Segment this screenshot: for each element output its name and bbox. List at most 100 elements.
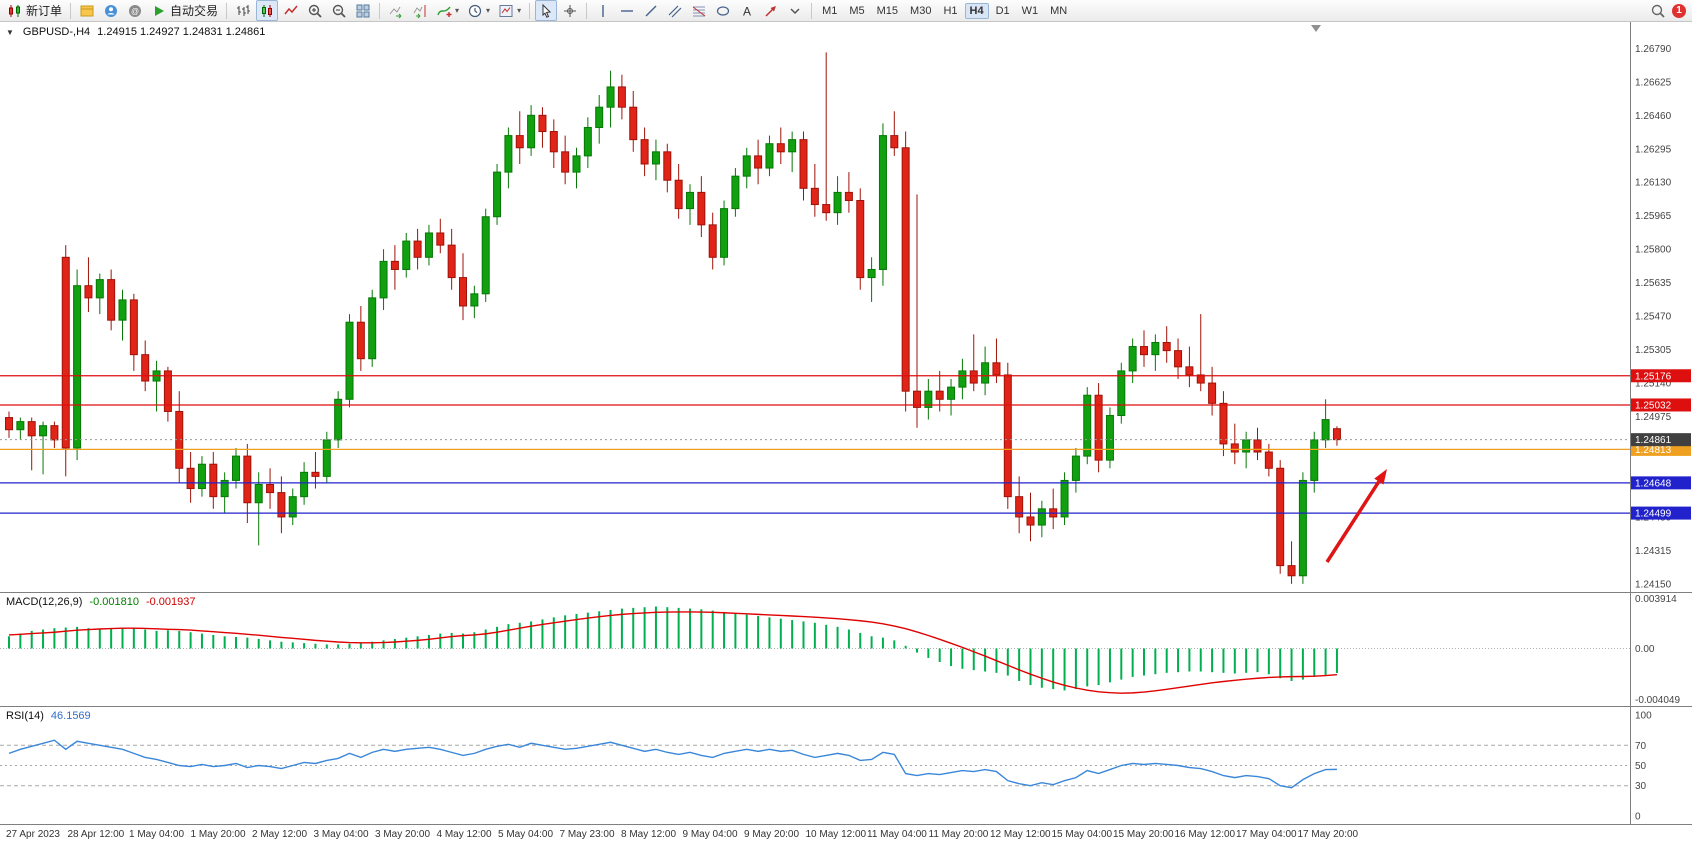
time-label: 17 May 20:00 bbox=[1297, 829, 1359, 840]
indicators-button[interactable]: ▾ bbox=[433, 0, 462, 21]
line-chart-button[interactable] bbox=[280, 0, 302, 21]
svg-text:50: 50 bbox=[1635, 761, 1647, 772]
svg-text:1.24648: 1.24648 bbox=[1635, 478, 1672, 489]
crosshair-button[interactable] bbox=[559, 0, 581, 21]
mql5-icon: @ bbox=[127, 3, 143, 19]
notification-badge[interactable]: 1 bbox=[1672, 3, 1686, 18]
shapes-icon bbox=[715, 3, 731, 19]
timeframe-m1[interactable]: M1 bbox=[822, 4, 838, 17]
macd-panel[interactable]: 0.003914 0.00 -0.004049 bbox=[0, 593, 1692, 707]
horizontal-line-button[interactable] bbox=[616, 0, 638, 21]
time-label: 3 May 20:00 bbox=[375, 829, 431, 840]
support-line-2-badge bbox=[1631, 506, 1691, 520]
new-order-button[interactable]: 新订单 bbox=[4, 0, 65, 21]
svg-text:1.24315: 1.24315 bbox=[1635, 546, 1672, 557]
vline-icon bbox=[595, 3, 611, 19]
algo-trading-icon bbox=[151, 3, 167, 19]
svg-text:1.26460: 1.26460 bbox=[1635, 111, 1672, 122]
new-order-button-label: 新订单 bbox=[26, 4, 63, 18]
timeframe-m15[interactable]: M15 bbox=[876, 4, 899, 17]
timeframe-h4[interactable]: H4 bbox=[964, 2, 989, 19]
time-label: 27 Apr 2023 bbox=[6, 829, 60, 840]
zoom-in-button[interactable] bbox=[304, 0, 326, 21]
crosshair-icon bbox=[562, 3, 578, 19]
svg-text:30: 30 bbox=[1635, 781, 1647, 792]
chart-menu-arrow-icon[interactable]: ▼ bbox=[6, 27, 14, 37]
chevron-down-icon bbox=[787, 3, 803, 19]
resistance-line-2-badge bbox=[1631, 398, 1691, 412]
svg-text:1.25176: 1.25176 bbox=[1635, 371, 1672, 382]
svg-text:0: 0 bbox=[1635, 812, 1641, 823]
text-icon: A bbox=[739, 3, 755, 19]
toolbar-separator bbox=[226, 2, 228, 19]
time-label: 5 May 04:00 bbox=[498, 829, 554, 840]
text-button[interactable]: A bbox=[736, 0, 758, 21]
svg-text:-0.004049: -0.004049 bbox=[1635, 695, 1680, 706]
chevron-down-icon: ▾ bbox=[455, 6, 460, 15]
toolbar-separator bbox=[586, 2, 588, 19]
chevron-down-icon: ▾ bbox=[486, 6, 491, 15]
new-order-icon bbox=[7, 3, 23, 19]
toolbar-separator bbox=[70, 2, 72, 19]
svg-text:1.26790: 1.26790 bbox=[1635, 44, 1672, 55]
cursor-button[interactable] bbox=[535, 0, 558, 21]
time-label: 9 May 04:00 bbox=[682, 829, 738, 840]
community-button[interactable] bbox=[100, 0, 122, 21]
template-icon bbox=[498, 3, 514, 19]
svg-text:100: 100 bbox=[1635, 711, 1652, 722]
price-chart[interactable]: 1.26790 1.26625 1.26460 1.26295 1.26130 1.259… bbox=[0, 22, 1692, 593]
algo-trading-button-label: 自动交易 bbox=[170, 4, 219, 18]
tile-windows-button[interactable] bbox=[352, 0, 374, 21]
zoom-in-icon bbox=[307, 3, 323, 19]
rsi-panel[interactable]: 100 70 50 30 0 bbox=[0, 707, 1692, 825]
macd-signal-line bbox=[8, 611, 1337, 694]
time-label: 3 May 04:00 bbox=[313, 829, 369, 840]
timeframe-m30[interactable]: M30 bbox=[910, 4, 932, 17]
hline-icon bbox=[619, 3, 635, 19]
candle-chart-button[interactable] bbox=[256, 0, 279, 21]
templates-button[interactable]: ▾ bbox=[495, 0, 524, 21]
timeframe-h1[interactable]: H1 bbox=[943, 4, 958, 17]
time-axis[interactable]: 27 Apr 2023 28 Apr 12:00 1 May 04:00 1 May … bbox=[0, 825, 1692, 855]
svg-text:A: A bbox=[743, 4, 751, 18]
arrows-button[interactable] bbox=[760, 0, 782, 21]
time-label: 17 May 04:00 bbox=[1236, 829, 1297, 840]
auto-scroll-button[interactable] bbox=[385, 0, 407, 21]
fibonacci-icon bbox=[691, 3, 707, 19]
chart-shift-marker[interactable] bbox=[1311, 25, 1321, 32]
chart-shift-button[interactable] bbox=[409, 0, 431, 21]
timeframe-w1[interactable]: W1 bbox=[1021, 4, 1039, 17]
mql5-button[interactable]: @ bbox=[124, 0, 146, 21]
time-label: 9 May 20:00 bbox=[744, 829, 800, 840]
chevron-down-icon: ▾ bbox=[517, 6, 522, 15]
algo-trading-button[interactable]: 自动交易 bbox=[148, 0, 221, 21]
periods-button[interactable]: ▾ bbox=[464, 0, 493, 21]
trend-arrow-object[interactable] bbox=[1325, 469, 1387, 563]
zoom-out-icon bbox=[331, 3, 347, 19]
vertical-line-button[interactable] bbox=[592, 0, 614, 21]
timeframe-m5[interactable]: M5 bbox=[849, 4, 865, 17]
trendline-button[interactable] bbox=[640, 0, 662, 21]
timeframe-d1[interactable]: D1 bbox=[995, 4, 1010, 17]
svg-text:1.25470: 1.25470 bbox=[1635, 312, 1672, 323]
search-icon[interactable] bbox=[1650, 3, 1666, 19]
line-chart-icon bbox=[283, 3, 299, 19]
arrow-object-icon bbox=[763, 3, 779, 19]
svg-text:1.25635: 1.25635 bbox=[1635, 278, 1672, 289]
candles-layer bbox=[5, 52, 1341, 584]
time-label: 2 May 12:00 bbox=[252, 829, 308, 840]
shapes-button[interactable] bbox=[712, 0, 734, 21]
svg-text:1.26130: 1.26130 bbox=[1635, 178, 1672, 189]
svg-text:1.25140: 1.25140 bbox=[1635, 379, 1672, 390]
svg-text:1.25965: 1.25965 bbox=[1635, 211, 1672, 222]
trendline-icon bbox=[643, 3, 659, 19]
fibonacci-button[interactable] bbox=[688, 0, 710, 21]
zoom-out-button[interactable] bbox=[328, 0, 350, 21]
bars-icon bbox=[235, 3, 251, 19]
time-label: 15 May 20:00 bbox=[1113, 829, 1174, 840]
more-objects-button[interactable] bbox=[784, 0, 806, 21]
channel-button[interactable] bbox=[664, 0, 686, 21]
bar-chart-button[interactable] bbox=[232, 0, 254, 21]
market-button[interactable] bbox=[76, 0, 98, 21]
timeframe-mn[interactable]: MN bbox=[1050, 4, 1068, 17]
